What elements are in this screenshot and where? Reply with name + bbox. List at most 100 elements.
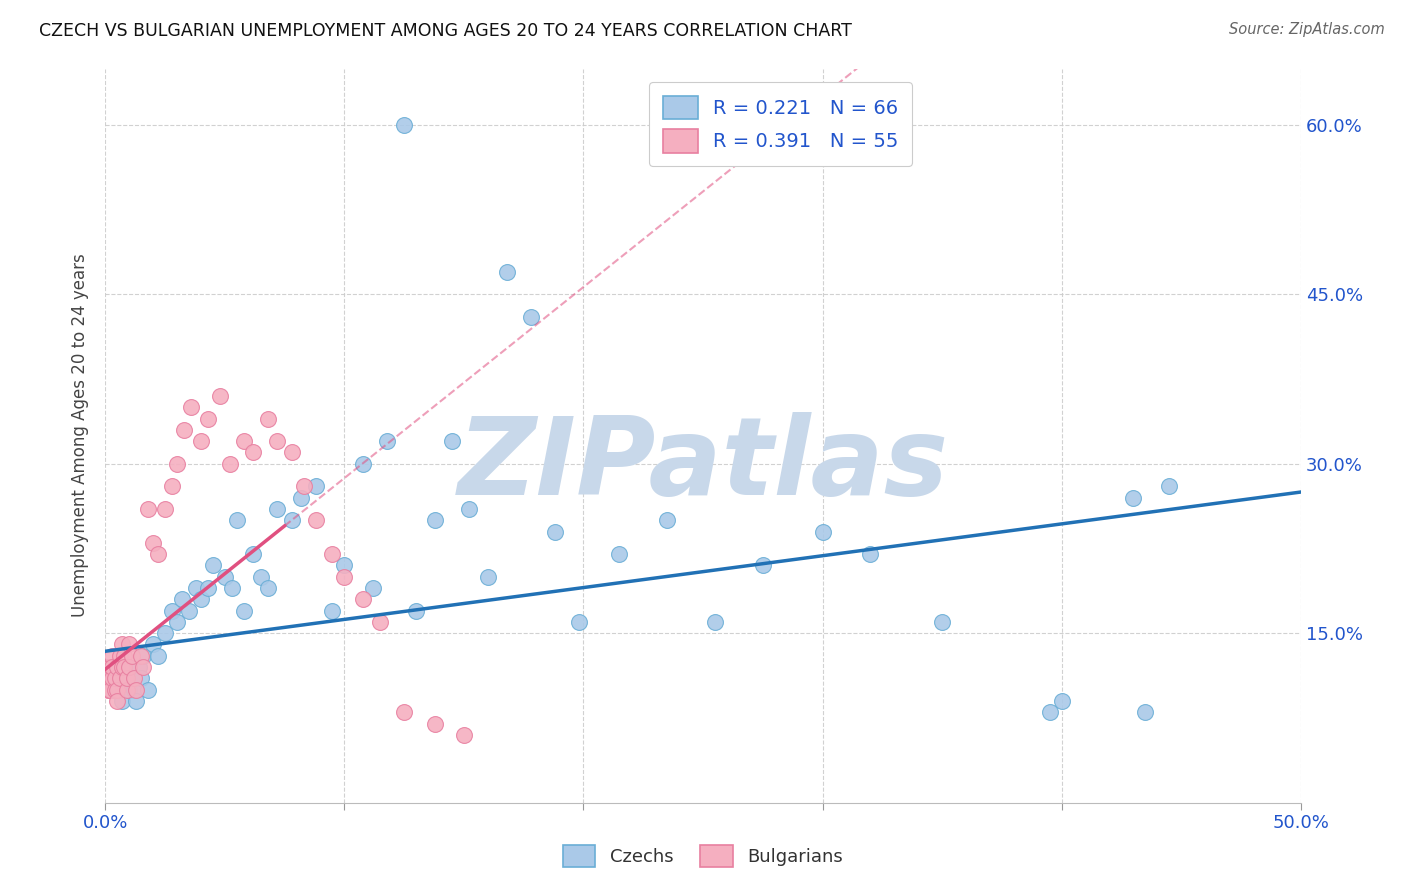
Point bbox=[118, 638, 141, 652]
Point bbox=[136, 502, 159, 516]
Point bbox=[752, 558, 775, 573]
Point bbox=[266, 502, 288, 516]
Point bbox=[125, 694, 148, 708]
Y-axis label: Unemployment Among Ages 20 to 24 years: Unemployment Among Ages 20 to 24 years bbox=[72, 253, 89, 617]
Point bbox=[457, 502, 479, 516]
Point bbox=[214, 570, 236, 584]
Point bbox=[101, 660, 124, 674]
Point bbox=[353, 592, 375, 607]
Point bbox=[180, 401, 202, 415]
Point bbox=[405, 604, 427, 618]
Point bbox=[811, 524, 834, 539]
Point bbox=[97, 672, 120, 686]
Point bbox=[132, 660, 155, 674]
Point bbox=[242, 445, 264, 459]
Point bbox=[105, 672, 128, 686]
Point bbox=[568, 615, 591, 629]
Point bbox=[657, 513, 679, 527]
Point bbox=[256, 411, 278, 425]
Point bbox=[105, 660, 128, 674]
Point bbox=[256, 581, 278, 595]
Point bbox=[544, 524, 567, 539]
Point bbox=[392, 705, 415, 719]
Point bbox=[153, 626, 176, 640]
Point bbox=[225, 513, 247, 527]
Point bbox=[931, 615, 953, 629]
Point bbox=[333, 558, 356, 573]
Point bbox=[232, 434, 254, 449]
Point bbox=[98, 672, 121, 686]
Point bbox=[104, 682, 127, 697]
Point bbox=[108, 648, 131, 663]
Point bbox=[440, 434, 463, 449]
Point bbox=[1135, 705, 1157, 719]
Point bbox=[242, 547, 264, 561]
Point bbox=[280, 445, 302, 459]
Point bbox=[232, 604, 254, 618]
Point bbox=[201, 558, 224, 573]
Point bbox=[184, 581, 207, 595]
Point bbox=[160, 479, 183, 493]
Point bbox=[118, 660, 141, 674]
Point bbox=[353, 457, 375, 471]
Point bbox=[115, 682, 138, 697]
Point bbox=[108, 682, 131, 697]
Point bbox=[146, 648, 169, 663]
Point bbox=[125, 682, 148, 697]
Point bbox=[166, 457, 188, 471]
Point bbox=[1122, 491, 1144, 505]
Point bbox=[166, 615, 188, 629]
Point bbox=[290, 491, 312, 505]
Point bbox=[1050, 694, 1073, 708]
Point bbox=[305, 513, 328, 527]
Point bbox=[368, 615, 391, 629]
Point bbox=[136, 682, 159, 697]
Point bbox=[190, 592, 212, 607]
Point bbox=[128, 660, 150, 674]
Point bbox=[98, 660, 121, 674]
Point bbox=[112, 660, 135, 674]
Point bbox=[333, 570, 356, 584]
Point bbox=[101, 648, 124, 663]
Legend: Czechs, Bulgarians: Czechs, Bulgarians bbox=[555, 838, 851, 874]
Text: ZIPatlas: ZIPatlas bbox=[457, 412, 949, 518]
Point bbox=[392, 118, 415, 132]
Point bbox=[111, 638, 134, 652]
Point bbox=[453, 728, 475, 742]
Point bbox=[177, 604, 200, 618]
Point bbox=[520, 310, 543, 324]
Point bbox=[859, 547, 882, 561]
Point bbox=[122, 682, 145, 697]
Point bbox=[129, 648, 152, 663]
Point bbox=[197, 581, 219, 595]
Point bbox=[146, 547, 169, 561]
Point bbox=[105, 682, 128, 697]
Point bbox=[280, 513, 302, 527]
Point bbox=[97, 682, 120, 697]
Point bbox=[292, 479, 315, 493]
Point bbox=[197, 411, 219, 425]
Point bbox=[132, 648, 155, 663]
Point bbox=[477, 570, 499, 584]
Point bbox=[160, 604, 183, 618]
Point bbox=[105, 694, 128, 708]
Point bbox=[361, 581, 384, 595]
Point bbox=[101, 682, 124, 697]
Point bbox=[208, 389, 231, 403]
Point bbox=[98, 682, 121, 697]
Point bbox=[266, 434, 288, 449]
Text: CZECH VS BULGARIAN UNEMPLOYMENT AMONG AGES 20 TO 24 YEARS CORRELATION CHART: CZECH VS BULGARIAN UNEMPLOYMENT AMONG AG… bbox=[39, 22, 852, 40]
Point bbox=[111, 660, 134, 674]
Point bbox=[122, 672, 145, 686]
Point bbox=[112, 672, 135, 686]
Point bbox=[1159, 479, 1181, 493]
Point bbox=[115, 660, 138, 674]
Point bbox=[321, 547, 343, 561]
Point bbox=[170, 592, 193, 607]
Point bbox=[101, 672, 124, 686]
Point bbox=[115, 672, 138, 686]
Point bbox=[704, 615, 727, 629]
Point bbox=[1039, 705, 1062, 719]
Point bbox=[121, 672, 143, 686]
Point bbox=[121, 648, 143, 663]
